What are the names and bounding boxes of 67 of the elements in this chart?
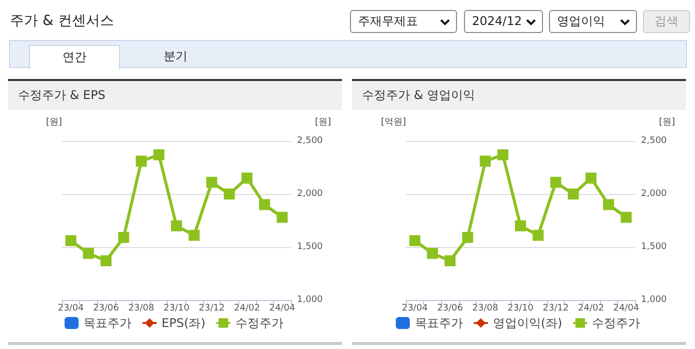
point [241, 172, 252, 184]
point [224, 188, 235, 200]
x-tick-label: 23/04 [402, 304, 428, 314]
legend-label: 수정주가 [592, 316, 640, 330]
x-tick-label: 23/10 [164, 304, 190, 314]
point [136, 156, 147, 167]
y2-tick-label: 2,500 [641, 136, 668, 146]
point [100, 255, 112, 266]
chart-title: 수정주가 & 영업이익 [352, 81, 686, 110]
x-tick-label: 23/10 [508, 304, 534, 314]
y2-axis-title: [원] [315, 118, 332, 128]
point [497, 149, 508, 160]
x-tick-label: 23/08 [128, 304, 155, 314]
point [620, 212, 632, 223]
x-tick-label: 23/04 [58, 304, 84, 314]
chart-title: 수정주가 & EPS [8, 81, 342, 110]
legend-label: 목표주가 [414, 316, 463, 330]
y2-tick-label: 1,500 [297, 242, 324, 252]
point [118, 232, 130, 243]
dropdown-field: 2024/12 [464, 10, 543, 33]
point [206, 176, 218, 188]
y2-axis-title: [원] [659, 118, 676, 128]
point [515, 220, 526, 232]
point [153, 149, 164, 160]
point [409, 235, 420, 246]
legend-label: 수정주가 [235, 316, 284, 330]
point [550, 176, 562, 188]
x-tick-label: 23/12 [542, 304, 569, 314]
y2-tick-label: 1,000 [641, 295, 668, 305]
search-button: 검색 [643, 10, 690, 33]
y-axis-title: [원] [46, 118, 62, 128]
point [259, 199, 270, 210]
y-axis-title: [억원] [380, 118, 406, 128]
point [82, 248, 94, 259]
y2-tick-label: 2,500 [297, 136, 324, 146]
legend-label: 영업이익(좌) [492, 316, 562, 330]
legend-label: EPS(좌) [162, 316, 206, 330]
dropdown-field: 영업이익 [549, 10, 637, 33]
x-tick-label: 23/08 [472, 304, 499, 314]
x-tick-label: 24/02 [234, 304, 260, 314]
y2-tick-label: 1,500 [641, 242, 668, 252]
point [276, 212, 288, 223]
point [585, 172, 596, 184]
point [171, 220, 182, 232]
x-tick-label: 24/02 [578, 304, 604, 314]
legend-label: 목표주가 [84, 316, 132, 330]
x-tick-label: 24/04 [613, 304, 640, 314]
point [462, 232, 474, 243]
point [426, 248, 438, 259]
text: 주가 & 컨센서스 [10, 12, 114, 30]
point [480, 156, 491, 167]
text: 연간 [29, 45, 120, 69]
x-tick-label: 23/12 [198, 304, 225, 314]
point [65, 235, 76, 246]
y2-tick-label: 2,000 [297, 189, 324, 199]
x-tick-label: 23/06 [437, 304, 464, 314]
point [444, 255, 456, 266]
y2-tick-label: 1,000 [297, 295, 324, 305]
x-tick-label: 24/04 [269, 304, 296, 314]
point [188, 230, 200, 241]
text: 분기 [162, 48, 188, 65]
y2-tick-label: 2,000 [641, 189, 668, 199]
dropdown-field: 주재무제표 [350, 10, 457, 33]
point [603, 199, 614, 210]
x-tick-label: 23/06 [93, 304, 120, 314]
point [532, 230, 544, 241]
point [568, 188, 579, 200]
